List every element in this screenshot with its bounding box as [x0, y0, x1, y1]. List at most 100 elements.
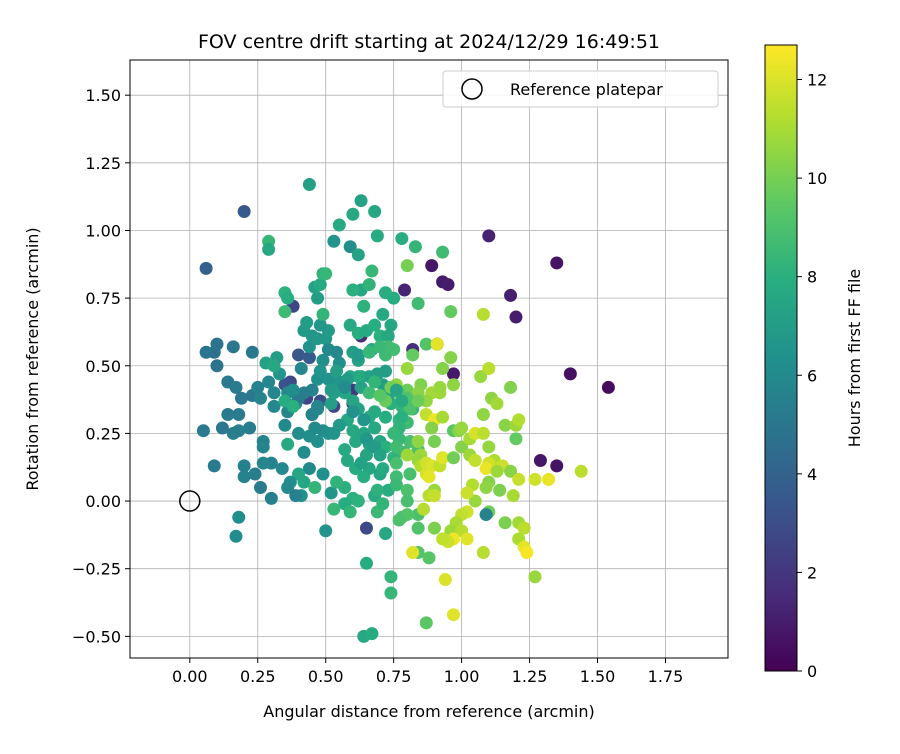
- data-point: [253, 391, 267, 405]
- data-point: [300, 315, 314, 329]
- data-point: [436, 361, 450, 375]
- data-point: [368, 375, 382, 389]
- data-point: [379, 527, 393, 541]
- data-point: [422, 470, 436, 484]
- data-point: [297, 475, 311, 489]
- data-point: [427, 435, 441, 449]
- data-point: [441, 278, 455, 292]
- data-point: [368, 318, 382, 332]
- data-point: [368, 205, 382, 219]
- data-point: [302, 340, 316, 354]
- data-point: [311, 291, 325, 305]
- data-point: [338, 443, 352, 457]
- data-point: [311, 435, 325, 449]
- x-tick-label: 0.00: [172, 667, 208, 686]
- data-point: [425, 421, 439, 435]
- data-point: [563, 367, 577, 381]
- data-point: [343, 505, 357, 519]
- data-point: [229, 380, 243, 394]
- data-point: [373, 448, 387, 462]
- data-point: [479, 508, 493, 522]
- data-point: [528, 570, 542, 584]
- legend-box: [442, 70, 719, 108]
- data-point: [245, 345, 259, 359]
- data-point: [324, 383, 338, 397]
- data-point: [406, 348, 420, 362]
- data-point: [373, 389, 387, 403]
- data-point: [237, 470, 251, 484]
- data-point: [332, 218, 346, 232]
- x-axis-ticks: 0.00 0.25 0.50 0.75 1.00 1.25 1.50 1.75: [172, 658, 683, 686]
- data-point: [512, 472, 526, 486]
- data-point: [232, 510, 246, 524]
- x-tick-label: 1.50: [580, 667, 616, 686]
- data-point: [232, 407, 246, 421]
- data-point: [528, 472, 542, 486]
- data-point: [400, 483, 414, 497]
- data-point: [498, 418, 512, 432]
- data-point: [362, 345, 376, 359]
- data-point: [389, 440, 403, 454]
- data-point: [400, 448, 414, 462]
- data-point: [411, 297, 425, 311]
- data-point: [504, 288, 518, 302]
- data-point: [504, 380, 518, 394]
- x-tick-label: 1.00: [444, 667, 480, 686]
- data-point: [302, 462, 316, 476]
- data-point: [436, 451, 450, 465]
- data-point: [237, 459, 251, 473]
- data-point: [346, 283, 360, 297]
- data-point: [311, 402, 325, 416]
- data-point: [444, 305, 458, 319]
- data-point: [398, 283, 412, 297]
- data-point: [321, 372, 335, 386]
- data-point: [436, 532, 450, 546]
- data-point: [281, 437, 295, 451]
- data-point: [210, 337, 224, 351]
- data-point: [275, 462, 289, 476]
- data-point: [493, 483, 507, 497]
- colorbar-ticks: 0 2 4 6 8 10 12: [797, 71, 827, 681]
- data-point: [365, 627, 379, 641]
- data-point: [533, 453, 547, 467]
- data-point: [354, 194, 368, 208]
- data-point: [324, 397, 338, 411]
- y-tick-label: 1.00: [85, 221, 121, 240]
- data-point: [395, 410, 409, 424]
- data-point: [302, 351, 316, 365]
- data-point: [379, 286, 393, 300]
- data-point: [509, 310, 523, 324]
- data-point: [482, 440, 496, 454]
- data-point: [425, 259, 439, 273]
- data-point: [403, 467, 417, 481]
- data-point: [433, 380, 447, 394]
- data-point: [308, 421, 322, 435]
- data-point: [289, 489, 303, 503]
- data-point: [479, 462, 493, 476]
- data-point: [376, 497, 390, 511]
- data-point: [601, 380, 615, 394]
- data-point: [267, 399, 281, 413]
- colorbar-tick-label: 8: [807, 268, 817, 287]
- data-point: [490, 397, 504, 411]
- data-point: [321, 343, 335, 357]
- data-point: [384, 318, 398, 332]
- data-point: [256, 440, 270, 454]
- y-tick-label: 0.50: [85, 357, 121, 376]
- data-point: [384, 586, 398, 600]
- data-point: [346, 424, 360, 438]
- data-point: [498, 516, 512, 530]
- y-tick-label: 0.75: [85, 289, 121, 308]
- data-point: [324, 486, 338, 500]
- data-point: [354, 456, 368, 470]
- data-point: [436, 410, 450, 424]
- data-point: [446, 608, 460, 622]
- data-point: [419, 337, 433, 351]
- data-point: [207, 459, 221, 473]
- y-axis-label: Rotation from reference (arcmin): [23, 227, 42, 490]
- data-point: [400, 361, 414, 375]
- data-point: [316, 353, 330, 367]
- colorbar-tick-label: 0: [807, 662, 817, 681]
- data-point: [278, 418, 292, 432]
